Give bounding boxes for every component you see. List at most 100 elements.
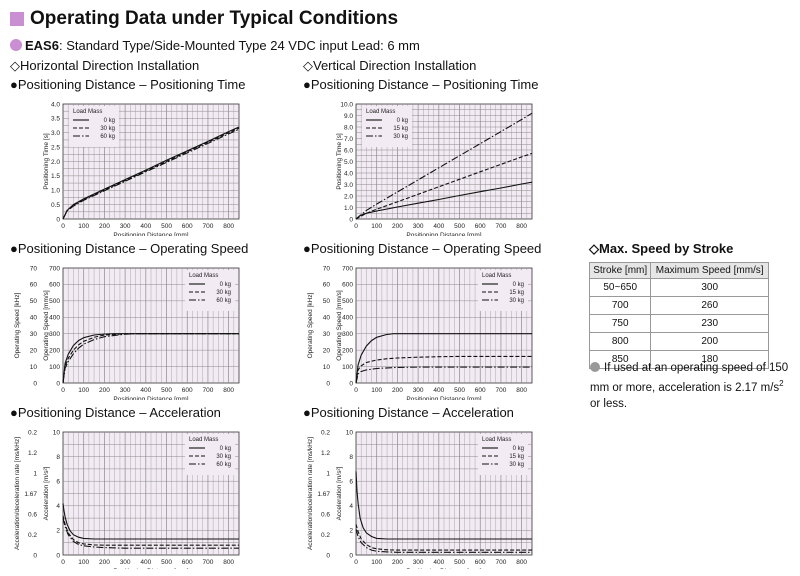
page-title: Operating Data under Typical Conditions bbox=[30, 8, 399, 29]
model-desc: : Standard Type/Side-Mounted Type 24 VDC… bbox=[58, 38, 420, 53]
y-axis-label: Acceleration [m/s²] bbox=[43, 466, 50, 520]
series-line bbox=[355, 366, 532, 384]
gray-dot-icon bbox=[590, 362, 600, 372]
x-tick-label: 200 bbox=[99, 387, 110, 394]
y-tick-label: 8.0 bbox=[344, 124, 353, 131]
legend-label: 30 kg bbox=[393, 134, 408, 140]
y-tick-label: 0 bbox=[349, 552, 353, 559]
x-tick-label: 300 bbox=[120, 387, 131, 394]
legend-label: 0 kg bbox=[220, 446, 231, 452]
x-axis-label: Positioning Distance [mm] bbox=[406, 568, 481, 569]
table-cell: 700 bbox=[588, 296, 652, 315]
y-tick-label: 1.0 bbox=[51, 188, 60, 195]
x-tick-label: 800 bbox=[516, 223, 527, 230]
legend-label: 60 kg bbox=[100, 134, 115, 140]
y-tick-label: 6 bbox=[349, 479, 353, 486]
legend-box bbox=[185, 270, 235, 311]
x-tick-label: 300 bbox=[413, 559, 424, 566]
table-row: 700 260 bbox=[588, 296, 769, 315]
model-line: EAS6: Standard Type/Side-Mounted Type 24… bbox=[10, 38, 420, 53]
table-row: 800 200 bbox=[588, 332, 769, 351]
x-tick-label: 0 bbox=[354, 223, 358, 230]
y2-tick-label: 0.2 bbox=[321, 429, 330, 436]
y-tick-label: 400 bbox=[49, 315, 60, 322]
y-tick-label: 5.0 bbox=[344, 159, 353, 166]
y2-tick-label: 10 bbox=[30, 364, 38, 371]
x-axis-label: Positioning Distance [mm] bbox=[406, 232, 481, 236]
y-tick-label: 0 bbox=[56, 216, 60, 223]
y-tick-label: 500 bbox=[49, 298, 60, 305]
series-line bbox=[355, 471, 532, 540]
legend-label: 0 kg bbox=[513, 282, 524, 288]
y2-tick-label: 0 bbox=[326, 380, 330, 387]
x-tick-label: 500 bbox=[454, 223, 465, 230]
x-tick-label: 100 bbox=[371, 387, 382, 394]
x-axis-label: Positioning Distance [mm] bbox=[113, 396, 188, 400]
legend-label: 30 kg bbox=[100, 126, 115, 132]
table-cell: 800 bbox=[588, 332, 652, 351]
series-line bbox=[355, 355, 532, 384]
series-line bbox=[62, 517, 239, 549]
legend-title: Load Mass bbox=[482, 437, 511, 443]
y-axis-label: Positioning Time [s] bbox=[43, 133, 50, 190]
y-tick-label: 0 bbox=[56, 380, 60, 387]
section-title-acc-h: ●Positioning Distance – Acceleration bbox=[10, 405, 221, 420]
x-tick-label: 500 bbox=[454, 387, 465, 394]
y-tick-label: 3.5 bbox=[51, 116, 60, 123]
y2-tick-label: 0.2 bbox=[28, 532, 37, 539]
x-tick-label: 700 bbox=[203, 223, 214, 230]
table-header-stroke: Stroke [mm] bbox=[588, 262, 652, 279]
series-line bbox=[355, 524, 532, 551]
section-title-time-h: ●Positioning Distance – Positioning Time bbox=[10, 77, 246, 92]
legend-title: Load Mass bbox=[366, 109, 395, 115]
series-line bbox=[355, 333, 532, 384]
y-tick-label: 10 bbox=[346, 429, 354, 436]
chart-acceleration-vertical: 0 100 200 300 400 500 600 700 800024681000.20.61… bbox=[307, 429, 533, 569]
x-tick-label: 500 bbox=[454, 559, 465, 566]
x-tick-label: 400 bbox=[140, 387, 151, 394]
y2-tick-label: 70 bbox=[30, 265, 38, 272]
note-superscript: 2 bbox=[779, 379, 784, 388]
x-tick-label: 400 bbox=[433, 387, 444, 394]
x-tick-label: 200 bbox=[392, 387, 403, 394]
header-square-icon bbox=[10, 12, 24, 26]
legend-label: 15 kg bbox=[509, 454, 524, 460]
y-tick-label: 300 bbox=[342, 331, 353, 338]
y-tick-label: 200 bbox=[342, 347, 353, 354]
y-tick-label: 300 bbox=[49, 331, 60, 338]
model-name: EAS6 bbox=[25, 38, 59, 53]
chart-operating-speed-vertical: 0 100 200 300 400 500 600 700 800010020030040050… bbox=[307, 265, 533, 400]
y-tick-label: 7.0 bbox=[344, 136, 353, 143]
y-axis-label: Operating Speed [mm/s] bbox=[336, 290, 343, 361]
y-tick-label: 4.0 bbox=[344, 170, 353, 177]
y2-tick-label: 1 bbox=[33, 470, 37, 477]
series-line bbox=[62, 515, 239, 546]
y-tick-label: 8 bbox=[349, 454, 353, 461]
y2-tick-label: 0 bbox=[326, 552, 330, 559]
x-tick-label: 100 bbox=[78, 559, 89, 566]
purple-dot-icon bbox=[10, 39, 22, 51]
x-tick-label: 100 bbox=[371, 223, 382, 230]
x-axis-label: Positioning Distance [mm] bbox=[113, 568, 188, 569]
y-axis-label: Operating Speed [mm/s] bbox=[43, 290, 50, 361]
y2-tick-label: 1.2 bbox=[321, 450, 330, 457]
y2-tick-label: 0.2 bbox=[28, 429, 37, 436]
x-tick-label: 600 bbox=[182, 559, 193, 566]
x-tick-label: 300 bbox=[120, 223, 131, 230]
y2-tick-label: 30 bbox=[30, 331, 38, 338]
chart-positioning-time-horizontal: 0 100 200 300 400 500 600 700 800 0 0.5 1.0 1.5 2.0 2.… bbox=[43, 101, 240, 236]
y-tick-label: 2 bbox=[56, 528, 60, 535]
page-header: Operating Data under Typical Conditions bbox=[10, 6, 398, 32]
vertical-install-label: ◇Vertical Direction Installation bbox=[303, 58, 477, 73]
series-line bbox=[62, 333, 239, 384]
legend-box bbox=[478, 434, 528, 475]
y2-tick-label: 70 bbox=[323, 265, 331, 272]
table-cell: 850 bbox=[588, 350, 652, 369]
legend-label: 0 kg bbox=[220, 282, 231, 288]
chart-operating-speed-horizontal: 0 100 200 300 400 500 600 700 800010020030040050… bbox=[14, 265, 240, 400]
y2-tick-label: 0.6 bbox=[28, 511, 37, 518]
x-tick-label: 200 bbox=[99, 223, 110, 230]
x-tick-label: 300 bbox=[120, 559, 131, 566]
